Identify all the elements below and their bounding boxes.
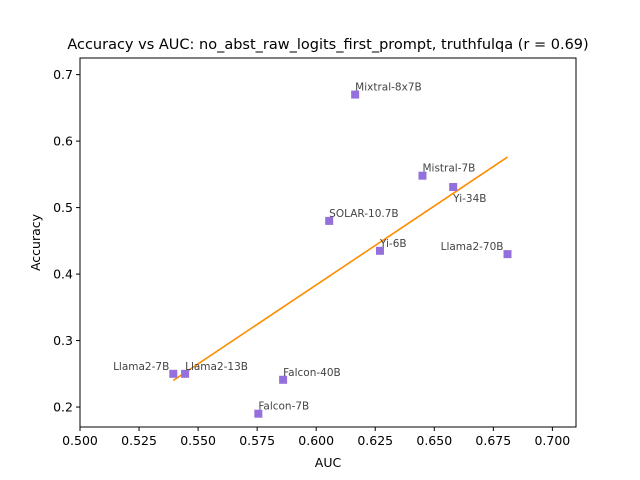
data-point-label: SOLAR-10.7B — [329, 208, 398, 220]
chart-title: Accuracy vs AUC: no_abst_raw_logits_firs… — [67, 37, 588, 53]
data-point-label: Yi-34B — [452, 193, 486, 205]
data-point-marker — [181, 369, 190, 378]
data-point-marker — [254, 409, 263, 418]
x-tick-label: 0.675 — [475, 433, 511, 448]
data-point-marker — [375, 246, 384, 255]
y-tick-label: 0.5 — [53, 200, 73, 215]
data-point-label: Mixtral-8x7B — [355, 82, 422, 94]
data-point-marker — [351, 90, 360, 99]
regression-line — [172, 156, 508, 382]
y-tick-label: 0.7 — [53, 67, 73, 82]
y-tick-label: 0.6 — [53, 134, 73, 149]
data-point-marker — [418, 171, 427, 180]
y-axis-label: Accuracy — [28, 213, 43, 271]
plot-area: 0.500 0.525 0.550 0.575 0.600 0.625 0.650 0.675… — [53, 67, 570, 448]
x-axis-label: AUC — [315, 455, 342, 470]
x-tick-label: 0.500 — [62, 433, 98, 448]
data-point-label: Yi-6B — [379, 238, 407, 250]
x-tick-label: 0.625 — [357, 433, 393, 448]
data-point-label: Llama2-13B — [185, 361, 248, 373]
x-tick-label: 0.650 — [416, 433, 452, 448]
data-point-marker — [449, 182, 458, 191]
x-tick-label: 0.700 — [534, 433, 570, 448]
x-tick-label: 0.550 — [180, 433, 216, 448]
data-point-label: Llama2-70B — [441, 241, 504, 253]
data-point-label: Falcon-40B — [283, 367, 341, 379]
plot-frame — [79, 57, 577, 428]
data-point-marker — [325, 216, 334, 225]
data-point-marker — [503, 250, 512, 259]
x-tick-label: 0.600 — [298, 433, 334, 448]
data-point-label: Falcon-7B — [258, 401, 309, 413]
y-tick-label: 0.4 — [53, 267, 73, 282]
data-point-label: Llama2-7B — [113, 361, 169, 373]
data-point-marker — [279, 375, 288, 384]
y-tick-label: 0.2 — [53, 400, 73, 415]
y-tick-label: 0.3 — [53, 333, 73, 348]
data-point-marker — [169, 369, 178, 378]
x-tick-label: 0.525 — [121, 433, 157, 448]
x-tick-label: 0.575 — [239, 433, 275, 448]
data-point-label: Mistral-7B — [422, 163, 475, 175]
